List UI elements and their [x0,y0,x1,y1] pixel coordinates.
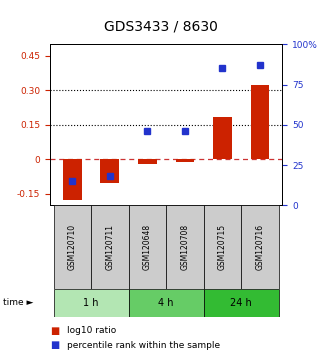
Text: GSM120711: GSM120711 [105,224,114,270]
Text: GSM120648: GSM120648 [143,224,152,270]
Bar [138,159,157,164]
Text: GSM120716: GSM120716 [256,224,265,270]
Bar [91,205,129,289]
Bar [204,289,279,317]
Text: percentile rank within the sample: percentile rank within the sample [67,341,221,350]
Text: 1 h: 1 h [83,298,99,308]
Bar [204,205,241,289]
Bar [100,159,119,183]
Bar [213,117,232,159]
Bar [63,159,82,200]
Bar [54,205,91,289]
Bar [54,289,129,317]
Text: 24 h: 24 h [230,298,252,308]
Bar [129,205,166,289]
Bar [166,205,204,289]
Text: ■: ■ [50,326,59,336]
Text: time ►: time ► [3,298,34,307]
Text: log10 ratio: log10 ratio [67,326,117,336]
Text: 4 h: 4 h [158,298,174,308]
Bar [176,159,194,161]
Text: ■: ■ [50,340,59,350]
Bar [129,289,204,317]
Text: GSM120715: GSM120715 [218,224,227,270]
Bar [251,85,269,159]
Bar [241,205,279,289]
Text: GSM120708: GSM120708 [180,224,189,270]
Text: GDS3433 / 8630: GDS3433 / 8630 [104,19,217,34]
Text: GSM120710: GSM120710 [68,224,77,270]
